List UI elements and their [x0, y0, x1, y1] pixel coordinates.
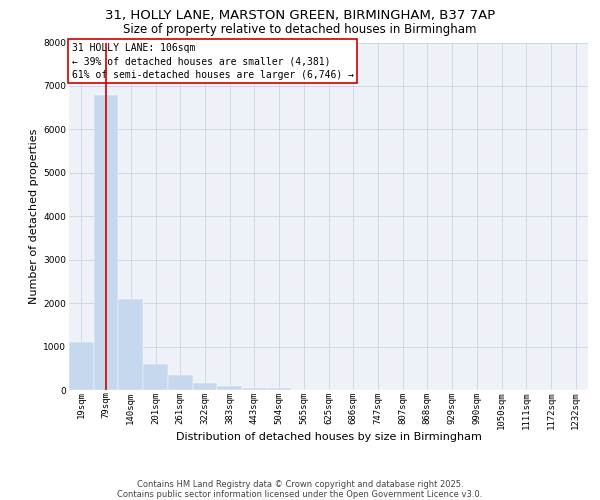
Bar [143, 364, 168, 390]
Text: 31 HOLLY LANE: 106sqm
← 39% of detached houses are smaller (4,381)
61% of semi-d: 31 HOLLY LANE: 106sqm ← 39% of detached … [71, 43, 353, 80]
Bar [242, 388, 267, 390]
Bar [193, 384, 217, 390]
Bar [118, 299, 143, 390]
Text: 31, HOLLY LANE, MARSTON GREEN, BIRMINGHAM, B37 7AP: 31, HOLLY LANE, MARSTON GREEN, BIRMINGHA… [105, 9, 495, 22]
Bar [69, 342, 94, 390]
Bar [267, 388, 292, 390]
Y-axis label: Number of detached properties: Number of detached properties [29, 128, 39, 304]
Bar [217, 386, 242, 390]
Bar [168, 375, 193, 390]
X-axis label: Distribution of detached houses by size in Birmingham: Distribution of detached houses by size … [176, 432, 481, 442]
Text: Contains HM Land Registry data © Crown copyright and database right 2025.
Contai: Contains HM Land Registry data © Crown c… [118, 480, 482, 499]
Bar [94, 94, 118, 390]
Text: Size of property relative to detached houses in Birmingham: Size of property relative to detached ho… [123, 22, 477, 36]
